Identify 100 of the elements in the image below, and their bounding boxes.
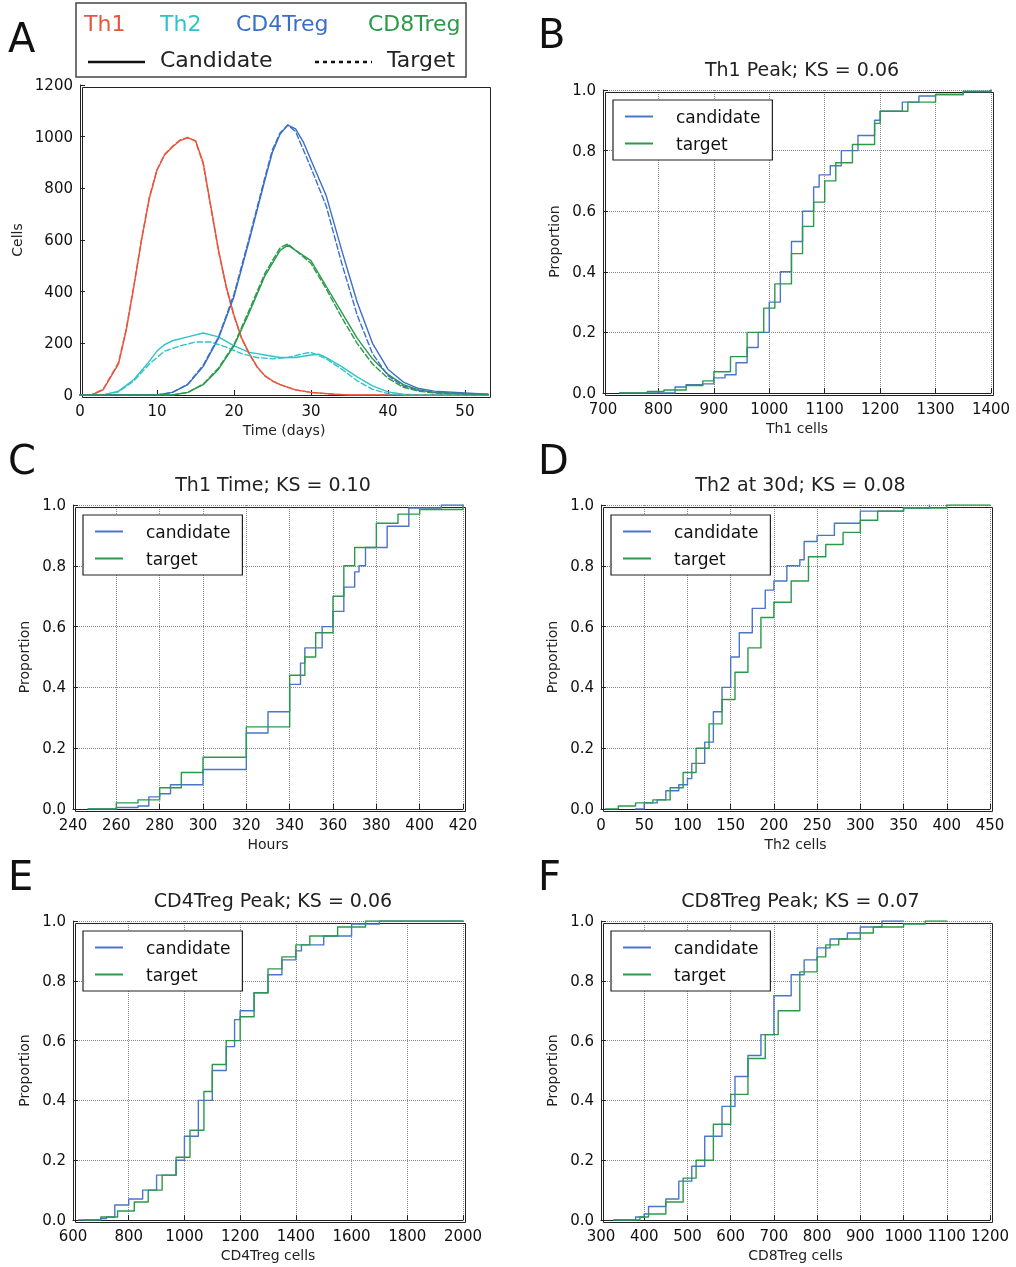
x-tick-label: 200 [759, 815, 789, 834]
y-tick-label: 0.8 [570, 971, 594, 990]
y-tick-label: 0.0 [572, 384, 596, 402]
y-tick-label: 0.6 [572, 202, 596, 221]
y-tick-label: 0 [63, 386, 73, 404]
x-tick-label: 250 [802, 815, 832, 834]
legend-label: target [146, 964, 199, 985]
x-axis-title: CD8Treg cells [748, 1246, 843, 1263]
y-tick-label: 0.4 [42, 1091, 66, 1110]
x-tick-label: 300 [586, 1226, 616, 1245]
x-tick-label: 1300 [916, 399, 955, 418]
y-tick-label: 600 [44, 231, 73, 249]
y-tick-label: 0.0 [42, 1211, 66, 1229]
x-tick-label: 1400 [276, 1226, 315, 1245]
y-tick-label: 0.2 [572, 323, 596, 342]
x-tick-label: 10 [147, 401, 167, 420]
chart-title: Th1 Peak; KS = 0.06 [703, 57, 900, 80]
y-axis-title: Proportion [16, 1034, 33, 1107]
y-tick-label: 0.0 [42, 800, 66, 818]
text: Target [386, 46, 456, 72]
y-tick-label: 0.6 [570, 1031, 594, 1050]
x-tick-label: 1100 [927, 1226, 966, 1245]
text: C [8, 437, 36, 483]
legend-label: candidate [674, 521, 759, 542]
x-tick-label: 2000 [443, 1226, 483, 1245]
text: E [8, 853, 34, 899]
x-tick-label: 260 [102, 815, 131, 834]
x-tick-label: 700 [759, 1226, 789, 1245]
y-tick-label: 0.6 [570, 617, 594, 636]
x-tick-label: 400 [629, 1226, 659, 1245]
x-tick-label: 800 [802, 1226, 832, 1245]
x-tick-label: 500 [673, 1226, 702, 1245]
text: A [8, 15, 36, 61]
y-tick-label: 0.2 [570, 739, 594, 758]
x-tick-label: 1000 [165, 1226, 204, 1245]
y-tick-label: 0.6 [42, 1031, 66, 1050]
text: CD8Treg [368, 10, 461, 36]
x-tick-label: 600 [716, 1226, 745, 1245]
x-tick-label: 700 [588, 399, 618, 418]
x-tick-label: 380 [362, 815, 391, 834]
y-tick-label: 0.4 [570, 678, 594, 697]
y-tick-label: 800 [44, 179, 73, 198]
y-tick-label: 0.4 [572, 262, 596, 281]
x-tick-label: 400 [405, 815, 434, 834]
x-tick-label: 20 [224, 401, 244, 420]
x-tick-label: 280 [145, 815, 174, 834]
y-axis-title: Proportion [16, 620, 33, 694]
text: B [538, 11, 566, 57]
legend-label: target [676, 133, 729, 154]
y-tick-label: 200 [44, 334, 73, 353]
text: CD4Treg [236, 10, 329, 36]
x-tick-label: 240 [58, 815, 88, 834]
x-tick-label: 320 [232, 815, 261, 834]
y-tick-label: 0.2 [42, 1151, 66, 1170]
x-tick-label: 800 [644, 399, 673, 418]
text: Candidate [160, 46, 273, 72]
y-axis-title: Cells [8, 223, 25, 257]
x-tick-label: 300 [846, 815, 875, 834]
x-tick-label: 40 [378, 401, 398, 420]
x-axis-title: CD4Treg cells [220, 1246, 316, 1263]
x-axis-title: Hours [247, 835, 289, 852]
y-tick-label: 0.2 [570, 1151, 594, 1170]
y-tick-label: 0.0 [570, 800, 594, 818]
legend-label: candidate [146, 937, 231, 958]
y-axis-title: Proportion [544, 620, 561, 694]
text: Th1 [83, 10, 126, 36]
x-tick-label: 100 [673, 815, 702, 834]
y-tick-label: 0.2 [42, 739, 66, 758]
y-axis-title: Proportion [546, 205, 563, 278]
y-tick-label: 0.8 [570, 556, 594, 575]
y-tick-label: 1.0 [42, 912, 66, 930]
x-tick-label: 420 [448, 815, 478, 834]
chart-title: CD8Treg Peak; KS = 0.07 [681, 888, 920, 911]
x-tick-label: 800 [114, 1226, 144, 1245]
y-tick-label: 0.4 [42, 678, 66, 697]
legend-label: target [146, 548, 199, 569]
x-tick-label: 600 [58, 1226, 88, 1245]
y-tick-label: 1.0 [570, 912, 594, 930]
y-tick-label: 0.4 [570, 1091, 594, 1110]
x-tick-label: 400 [932, 815, 962, 834]
chart-title: CD4Treg Peak; KS = 0.06 [153, 888, 393, 911]
text: D [538, 437, 569, 483]
x-tick-label: 900 [699, 399, 729, 418]
y-tick-label: 0.8 [42, 971, 66, 990]
legend-label: candidate [674, 937, 759, 958]
x-tick-label: 360 [318, 815, 348, 834]
x-tick-label: 0 [75, 401, 85, 420]
x-tick-label: 1100 [805, 399, 844, 418]
x-tick-label: 1000 [750, 399, 789, 418]
chart-title: Th1 Time; KS = 0.10 [174, 472, 371, 495]
x-tick-label: 30 [301, 401, 321, 420]
x-tick-label: 150 [716, 815, 745, 834]
x-axis-title: Time (days) [241, 421, 326, 438]
y-axis-title: Proportion [544, 1034, 561, 1107]
x-tick-label: 1200 [861, 399, 900, 418]
y-tick-label: 400 [44, 282, 73, 301]
x-tick-label: 1600 [332, 1226, 371, 1245]
y-tick-label: 0.6 [42, 617, 66, 636]
x-tick-label: 1200 [970, 1226, 1010, 1245]
y-tick-label: 0.0 [570, 1211, 594, 1229]
